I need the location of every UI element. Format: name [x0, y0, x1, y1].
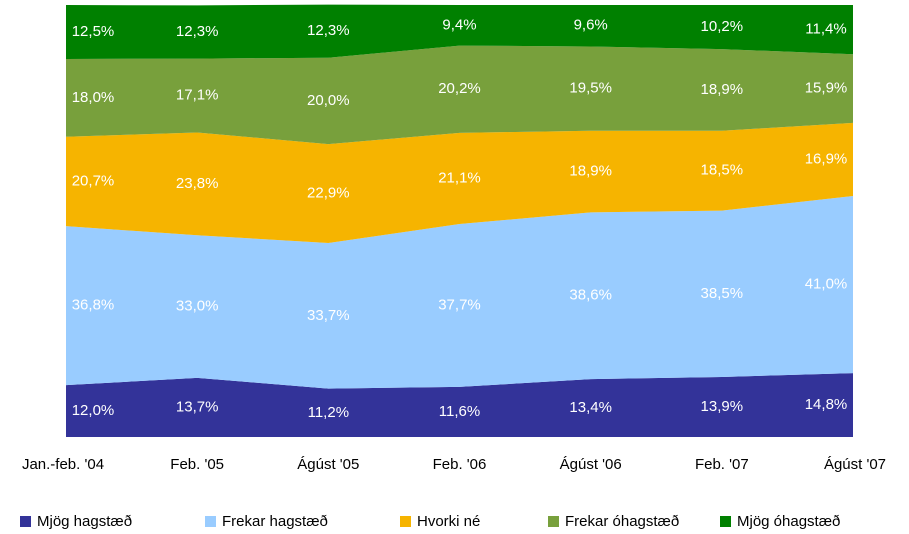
legend-swatch — [205, 516, 216, 527]
value-label: 38,5% — [701, 285, 744, 302]
value-label: 16,9% — [805, 150, 848, 167]
legend-swatch — [20, 516, 31, 527]
value-label: 12,5% — [72, 23, 115, 40]
x-tick-label: Jan.-feb. '04 — [22, 456, 104, 473]
value-label: 14,8% — [805, 396, 848, 413]
value-label: 12,0% — [72, 402, 115, 419]
area — [66, 122, 853, 244]
area — [66, 4, 853, 59]
value-label: 22,9% — [307, 185, 350, 202]
legend-label: Hvorki né — [417, 513, 480, 530]
value-label: 11,4% — [805, 21, 846, 38]
value-label: 21,1% — [438, 169, 481, 186]
legend-label: Frekar hagstæð — [222, 513, 328, 530]
value-label: 19,5% — [569, 80, 612, 97]
value-label: 12,3% — [307, 22, 350, 39]
value-label: 33,0% — [176, 298, 219, 315]
value-label: 11,2% — [308, 404, 349, 421]
value-label: 20,7% — [72, 172, 115, 189]
value-label: 12,3% — [176, 23, 219, 40]
area — [66, 45, 853, 145]
value-label: 10,2% — [701, 18, 744, 35]
legend-swatch — [400, 516, 411, 527]
x-tick-label: Feb. '05 — [170, 456, 224, 473]
x-tick-label: Ágúst '05 — [297, 456, 359, 473]
value-label: 33,7% — [307, 307, 350, 324]
value-label: 37,7% — [438, 296, 481, 313]
legend-label: Mjög hagstæð — [37, 513, 132, 530]
value-label: 9,6% — [574, 17, 608, 34]
x-tick-label: Feb. '06 — [433, 456, 487, 473]
area — [66, 195, 853, 389]
value-label: 20,2% — [438, 80, 481, 97]
legend-swatch — [548, 516, 559, 527]
value-label: 11,6% — [439, 403, 480, 420]
value-label: 13,4% — [569, 399, 612, 416]
area — [66, 373, 853, 437]
value-label: 9,4% — [442, 16, 476, 33]
x-tick-label: Ágúst '07 — [824, 456, 886, 473]
value-label: 18,9% — [701, 81, 744, 98]
value-label: 17,1% — [176, 86, 219, 103]
x-tick-label: Feb. '07 — [695, 456, 749, 473]
legend-label: Frekar óhagstæð — [565, 513, 679, 530]
value-label: 15,9% — [805, 80, 848, 97]
value-label: 36,8% — [72, 297, 115, 314]
value-label: 18,9% — [569, 163, 612, 180]
legend-swatch — [720, 516, 731, 527]
value-label: 20,0% — [307, 92, 350, 109]
value-label: 18,5% — [701, 162, 744, 179]
value-label: 13,9% — [701, 398, 744, 415]
value-label: 18,0% — [72, 89, 115, 106]
value-label: 13,7% — [176, 398, 219, 415]
value-label: 23,8% — [176, 175, 219, 192]
x-tick-label: Ágúst '06 — [560, 456, 622, 473]
value-label: 38,6% — [569, 287, 612, 304]
value-label: 41,0% — [805, 275, 848, 292]
legend-label: Mjög óhagstæð — [737, 513, 840, 530]
